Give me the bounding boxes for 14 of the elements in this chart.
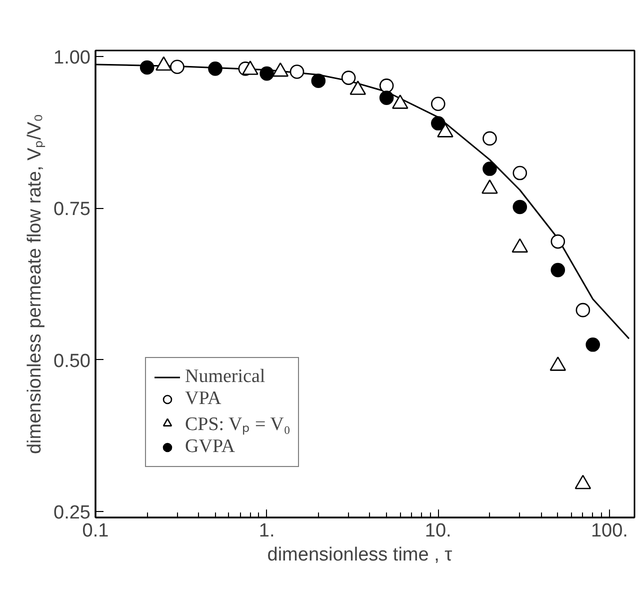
y-tick-label: 0.50	[54, 350, 91, 372]
legend-label: VPA	[185, 388, 222, 410]
y-tick-label: 0.75	[54, 199, 91, 220]
x-axis-title: dimensionless time , τ	[267, 544, 453, 566]
y-tick-label: 0.25	[54, 502, 91, 524]
y-axis-title: dimensionless permeate flow rate, Vₚ/V₀	[24, 114, 46, 454]
x-tick-label: 1.	[258, 520, 275, 542]
legend-label: GVPA	[185, 436, 235, 458]
x-tick-label: 0.1	[82, 520, 109, 542]
x-tick-label: 10.	[424, 520, 452, 542]
y-tick-label: 1.00	[54, 48, 91, 69]
x-tick-label: 100.	[590, 520, 628, 542]
legend-label: Numerical	[185, 366, 266, 388]
legend-label: CPS: Vₚ = V₀	[185, 413, 290, 436]
